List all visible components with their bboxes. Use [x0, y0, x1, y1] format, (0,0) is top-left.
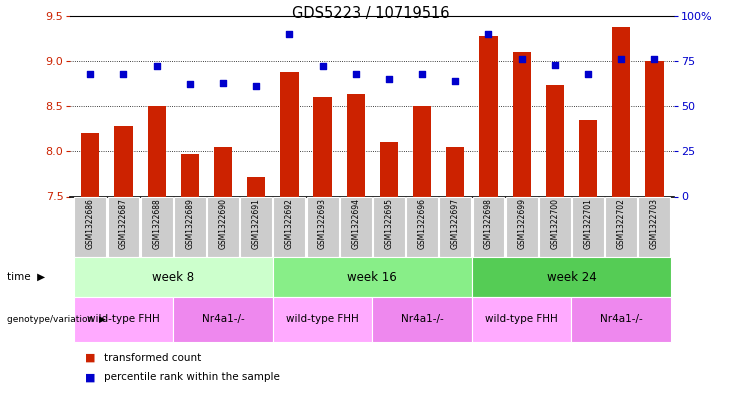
Point — [250, 83, 262, 89]
Bar — [273, 257, 472, 297]
Bar — [313, 97, 332, 196]
Text: GDS5223 / 10719516: GDS5223 / 10719516 — [292, 6, 449, 21]
Bar — [114, 126, 133, 196]
Text: GSM1322693: GSM1322693 — [318, 198, 327, 249]
Bar — [645, 61, 663, 196]
Point — [316, 63, 328, 70]
Bar — [240, 196, 272, 257]
Bar — [446, 147, 465, 196]
Point — [516, 56, 528, 62]
Text: transformed count: transformed count — [104, 353, 201, 363]
Bar — [147, 106, 166, 196]
Point — [350, 70, 362, 77]
Point — [150, 63, 162, 70]
Bar — [539, 196, 571, 257]
Text: ■: ■ — [85, 353, 96, 363]
Bar — [247, 176, 265, 196]
Bar — [579, 120, 597, 196]
Text: GSM1322702: GSM1322702 — [617, 198, 625, 249]
Text: GSM1322694: GSM1322694 — [351, 198, 360, 249]
Bar — [280, 72, 299, 196]
Text: week 8: week 8 — [152, 270, 194, 284]
Point — [118, 70, 130, 77]
Bar — [73, 297, 173, 342]
Text: wild-type FHH: wild-type FHH — [485, 314, 558, 324]
Text: GSM1322699: GSM1322699 — [517, 198, 526, 249]
Bar — [307, 196, 339, 257]
Bar — [273, 196, 305, 257]
Point — [615, 56, 627, 62]
Text: wild-type FHH: wild-type FHH — [87, 314, 160, 324]
Bar — [472, 297, 571, 342]
Bar — [347, 94, 365, 196]
Text: ■: ■ — [85, 372, 96, 382]
Point — [482, 31, 494, 37]
Text: GSM1322700: GSM1322700 — [551, 198, 559, 249]
Point — [549, 61, 561, 68]
Point — [217, 79, 229, 86]
Text: Nr4a1-/-: Nr4a1-/- — [600, 314, 642, 324]
Text: GSM1322696: GSM1322696 — [418, 198, 427, 249]
Text: GSM1322689: GSM1322689 — [185, 198, 194, 249]
Bar — [74, 196, 106, 257]
Text: time  ▶: time ▶ — [7, 272, 45, 282]
Text: GSM1322686: GSM1322686 — [86, 198, 95, 249]
Text: GSM1322703: GSM1322703 — [650, 198, 659, 249]
Bar — [479, 36, 498, 197]
Text: Nr4a1-/-: Nr4a1-/- — [401, 314, 444, 324]
Text: genotype/variation  ▶: genotype/variation ▶ — [7, 315, 106, 324]
Text: percentile rank within the sample: percentile rank within the sample — [104, 372, 279, 382]
Point — [383, 76, 395, 82]
Point — [449, 78, 461, 84]
Bar — [373, 196, 405, 257]
Bar — [181, 154, 199, 196]
Text: week 16: week 16 — [348, 270, 397, 284]
Bar — [406, 196, 438, 257]
Bar — [545, 85, 564, 196]
Bar — [173, 297, 273, 342]
Text: GSM1322688: GSM1322688 — [152, 198, 162, 249]
Text: week 24: week 24 — [547, 270, 597, 284]
Bar — [141, 196, 173, 257]
Point — [184, 81, 196, 88]
Point — [84, 70, 96, 77]
Bar — [612, 27, 631, 196]
Bar — [413, 106, 431, 196]
Text: wild-type FHH: wild-type FHH — [286, 314, 359, 324]
Text: GSM1322687: GSM1322687 — [119, 198, 128, 249]
Text: GSM1322691: GSM1322691 — [252, 198, 261, 249]
Point — [582, 70, 594, 77]
Bar — [82, 133, 99, 196]
Bar — [571, 297, 671, 342]
Bar — [372, 297, 472, 342]
Point — [284, 31, 296, 37]
Text: GSM1322692: GSM1322692 — [285, 198, 294, 249]
Bar — [506, 196, 538, 257]
Bar — [472, 257, 671, 297]
Text: Nr4a1-/-: Nr4a1-/- — [202, 314, 245, 324]
Bar — [214, 147, 232, 196]
Point — [648, 56, 660, 62]
Text: GSM1322695: GSM1322695 — [385, 198, 393, 249]
Bar — [73, 257, 273, 297]
Bar — [473, 196, 505, 257]
Text: GSM1322698: GSM1322698 — [484, 198, 493, 249]
Text: GSM1322701: GSM1322701 — [583, 198, 593, 249]
Bar — [380, 142, 398, 196]
Bar — [439, 196, 471, 257]
Bar — [207, 196, 239, 257]
Text: GSM1322697: GSM1322697 — [451, 198, 460, 249]
Bar — [572, 196, 604, 257]
Bar — [605, 196, 637, 257]
Text: GSM1322690: GSM1322690 — [219, 198, 227, 249]
Bar — [107, 196, 139, 257]
Bar — [639, 196, 671, 257]
Bar — [273, 297, 373, 342]
Bar — [174, 196, 206, 257]
Bar — [513, 52, 531, 196]
Point — [416, 70, 428, 77]
Bar — [340, 196, 372, 257]
